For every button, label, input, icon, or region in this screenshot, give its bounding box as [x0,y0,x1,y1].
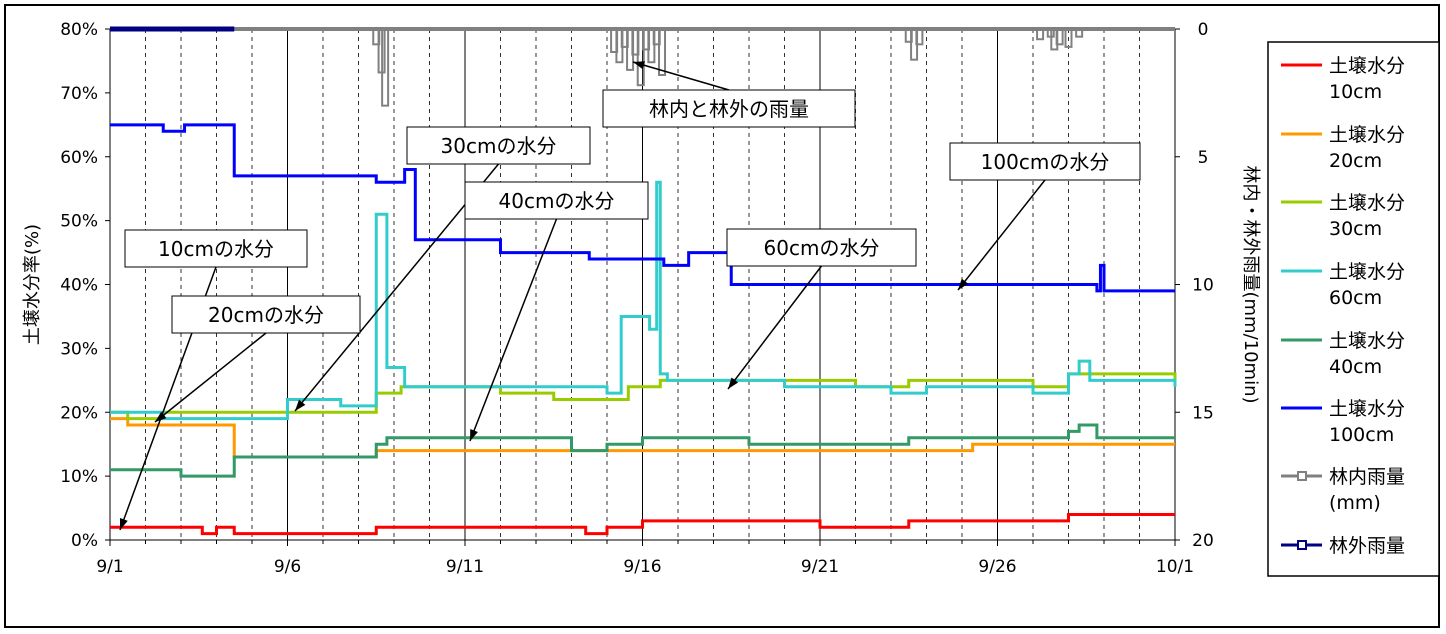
legend-label: 土壌水分 [1329,398,1405,420]
x-tick-label: 9/26 [978,557,1016,577]
legend-sublabel: 30cm [1329,218,1382,240]
rain-forest-bar [381,28,390,107]
y-tick-label: 80% [60,20,98,40]
callout-arrowhead [155,411,167,422]
callout-box [406,126,591,165]
callout-box [949,142,1141,181]
callout-arrow [957,179,1046,291]
callout-arrowhead [633,61,645,70]
rain-forest-bar [1036,28,1045,41]
x-tick-label: 10/1 [1156,557,1194,577]
callout-label: 100cmの水分 [981,150,1110,174]
series-line-30cm [110,372,1177,421]
legend-marker [1297,540,1307,550]
y2-tick-label: 15 [1192,403,1214,423]
legend-label: 土壌水分 [1329,124,1405,146]
legend-sublabel: (mm) [1329,492,1381,514]
rain-forest-bar [1055,28,1064,46]
y2-tick-label: 0 [1198,20,1209,40]
series-line-60cm [110,180,1177,421]
x-tick-label: 9/1 [96,557,123,577]
legend-sublabel: 100cm [1329,424,1394,446]
callout-arrow [154,332,267,423]
y2-tick-label: 10 [1192,276,1214,296]
callout-label: 20cmの水分 [208,303,324,327]
legend-sublabel: 10cm [1329,81,1382,103]
legend-marker [1297,471,1307,481]
callout-arrow [469,218,558,442]
y-tick-label: 50% [60,212,98,232]
legend-layer: 土壌水分 10cm 土壌水分 20cm 土壌水分 30cm 土壌水分 60cm 土壌水分 40cm… [1267,41,1440,577]
callout-label: 林内と林外の雨量 [649,97,809,121]
legend-label: 土壌水分 [1329,55,1405,77]
rain-forest-bar [658,28,667,76]
legend-label: 林外雨量 [1329,535,1405,557]
legend-label: 土壌水分 [1329,330,1405,352]
callout-box [464,181,649,220]
y-tick-label: 10% [60,467,98,487]
y2-tick-label: 5 [1198,148,1209,168]
legend-box [1267,41,1440,577]
callout-box [171,295,361,334]
annotation-layer: 林内と林外の雨量 30cmの水分 40cmの水分 10cmの水分 20cmの水分 60cm… [119,61,1141,531]
y-tick-label: 70% [60,84,98,104]
series-layer [110,26,1177,536]
callout-arrow [632,61,730,91]
x-tick-label: 9/16 [623,557,661,577]
callout-arrowhead [958,278,969,290]
callout-box [124,229,308,268]
legend-label: 土壌水分 [1329,192,1405,214]
x-tick-label: 9/6 [274,557,301,577]
x-tick-label: 9/11 [446,557,484,577]
y-tick-label: 0% [71,531,98,551]
axis-layer: 0% 10% 20% 30% 40% 50% 60% 70% 80% 0 5 10 15 20 9/1 9/6… [22,20,1261,577]
y2-axis-title: 林内・林外雨量(mm/10min) [1240,165,1261,403]
callout-label: 30cmの水分 [441,134,557,158]
rain-forest-bar [1064,28,1073,48]
callout-arrowhead [295,399,306,411]
callout-arrowhead [728,377,739,389]
rain-forest-bar [636,28,645,87]
y-tick-label: 60% [60,148,98,168]
series-line-40cm [110,423,1175,478]
y-axis-title: 土壌水分率(%) [22,224,43,345]
callout-label: 60cmの水分 [764,236,880,260]
legend-sublabel: 20cm [1329,150,1382,172]
legend-sublabel: 60cm [1329,287,1382,309]
callout-arrowhead [470,429,478,441]
rain-forest-bar [647,28,656,64]
series-line-10cm [110,512,1175,536]
legend-label: 林内雨量 [1329,466,1405,488]
callout-box [726,228,917,267]
x-tick-label: 9/21 [801,557,839,577]
legend-label: 土壌水分 [1329,261,1405,283]
y-tick-label: 30% [60,339,98,359]
legend-sublabel: 40cm [1329,356,1382,378]
rain-forest-bar [1075,28,1084,38]
callout-arrowhead [119,518,128,530]
callout-label: 40cmの水分 [499,189,615,213]
callout-arrow [727,265,823,390]
rain-forest-bar [915,28,924,46]
y2-tick-label: 20 [1192,531,1214,551]
callout-label: 10cmの水分 [158,237,274,261]
series-line-100cm [110,123,1175,293]
y-tick-label: 40% [60,276,98,296]
callout-box [602,89,856,128]
y-tick-label: 20% [60,403,98,423]
